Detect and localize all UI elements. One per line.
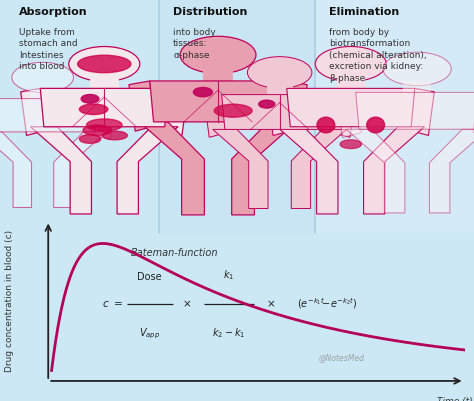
Polygon shape [409, 88, 434, 136]
Polygon shape [0, 99, 98, 132]
Polygon shape [287, 88, 415, 127]
Polygon shape [150, 81, 286, 122]
Ellipse shape [317, 117, 335, 133]
Polygon shape [280, 81, 307, 131]
Polygon shape [213, 130, 268, 209]
Ellipse shape [102, 131, 128, 140]
Polygon shape [129, 81, 156, 131]
Text: $c\ =\ $: $c\ =\ $ [101, 299, 122, 309]
FancyBboxPatch shape [337, 78, 365, 88]
Polygon shape [93, 99, 115, 140]
FancyBboxPatch shape [159, 0, 315, 233]
Text: Distribution: Distribution [173, 7, 247, 17]
Text: $\times$: $\times$ [266, 299, 275, 309]
Polygon shape [337, 92, 361, 138]
Polygon shape [267, 88, 292, 136]
Polygon shape [222, 95, 337, 130]
Circle shape [81, 95, 99, 103]
Polygon shape [277, 127, 338, 214]
Polygon shape [30, 127, 91, 214]
Circle shape [259, 100, 275, 108]
Circle shape [180, 36, 256, 73]
Circle shape [247, 57, 312, 88]
Polygon shape [54, 132, 107, 207]
Polygon shape [139, 122, 204, 215]
FancyBboxPatch shape [30, 89, 55, 99]
Ellipse shape [367, 117, 384, 133]
Text: Drug concentration in blood (c): Drug concentration in blood (c) [5, 230, 14, 372]
Text: Bateman-function: Bateman-function [131, 248, 219, 258]
Text: Absorption: Absorption [19, 7, 88, 17]
Ellipse shape [86, 119, 122, 131]
Polygon shape [364, 127, 425, 214]
Polygon shape [232, 122, 297, 215]
Ellipse shape [214, 104, 252, 117]
Ellipse shape [80, 135, 100, 143]
Polygon shape [204, 95, 227, 137]
Polygon shape [21, 88, 46, 136]
FancyBboxPatch shape [403, 82, 431, 92]
Polygon shape [163, 88, 188, 136]
Ellipse shape [78, 55, 131, 73]
Text: $\times$: $\times$ [182, 299, 192, 309]
Text: Dose: Dose [137, 271, 162, 282]
FancyBboxPatch shape [0, 0, 159, 233]
Circle shape [12, 62, 73, 93]
Ellipse shape [80, 104, 108, 115]
Text: $k_1$: $k_1$ [223, 268, 235, 282]
Polygon shape [356, 92, 474, 129]
FancyBboxPatch shape [315, 0, 474, 233]
Circle shape [383, 52, 451, 86]
Text: $V_{app}$: $V_{app}$ [139, 326, 160, 341]
Polygon shape [473, 92, 474, 138]
FancyBboxPatch shape [267, 85, 292, 95]
FancyBboxPatch shape [203, 70, 233, 81]
Polygon shape [40, 88, 168, 127]
Ellipse shape [83, 125, 111, 136]
Text: Uptake from
stomach and
Intestines
into blood: Uptake from stomach and Intestines into … [19, 28, 78, 71]
FancyBboxPatch shape [90, 78, 118, 88]
Circle shape [69, 47, 140, 81]
Polygon shape [0, 132, 32, 207]
Text: into body
tissues:
α-phase: into body tissues: α-phase [173, 28, 216, 60]
Circle shape [193, 87, 212, 97]
Text: Time (t): Time (t) [437, 397, 473, 401]
Circle shape [315, 47, 386, 81]
Polygon shape [429, 129, 474, 213]
Ellipse shape [340, 140, 361, 148]
Polygon shape [332, 95, 356, 137]
Text: $(e^{-k_1 t}\!\!-\!e^{-k_2 t})$: $(e^{-k_1 t}\!\!-\!e^{-k_2 t})$ [297, 297, 357, 311]
Text: from body by
biotransformation
(chemical alteration),
excretion via kidney:
β-ph: from body by biotransformation (chemical… [329, 28, 427, 83]
Polygon shape [117, 127, 178, 214]
Polygon shape [346, 129, 405, 213]
Text: Elimination: Elimination [329, 7, 400, 17]
Text: $k_2 - k_1$: $k_2 - k_1$ [212, 326, 246, 340]
Text: @NotesMed: @NotesMed [319, 353, 365, 362]
Polygon shape [291, 130, 346, 209]
